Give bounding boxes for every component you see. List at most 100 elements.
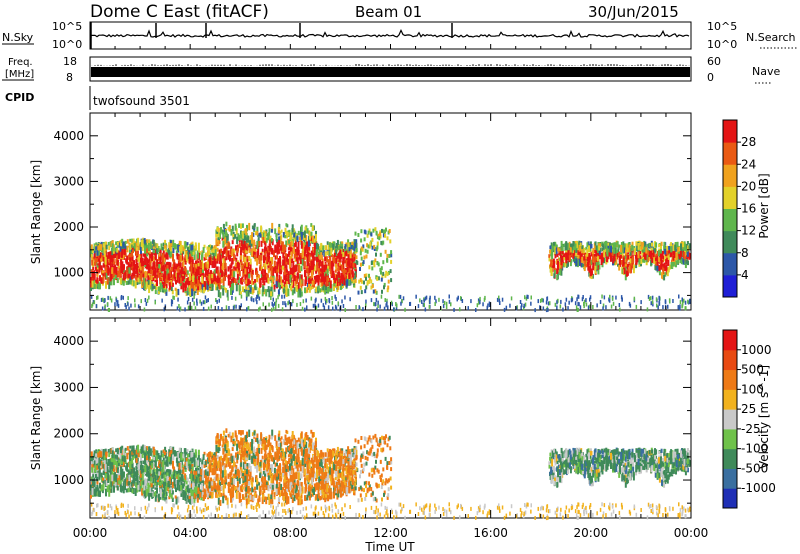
scatter-cell — [344, 269, 347, 273]
scatter-cell — [556, 268, 559, 275]
scatter-cell — [93, 253, 96, 260]
scatter-cell — [667, 304, 669, 309]
scatter-cell — [326, 298, 328, 303]
scatter-cell — [575, 248, 578, 253]
scatter-cell — [264, 272, 267, 277]
scatter-cell — [594, 265, 597, 274]
scatter-cell — [290, 281, 293, 286]
scatter-cell — [104, 256, 107, 265]
scatter-cell — [603, 249, 606, 258]
scatter-cell — [293, 265, 296, 271]
scatter-cell — [482, 302, 484, 307]
scatter-cell — [614, 247, 617, 256]
scatter-cell — [186, 242, 189, 246]
scatter-cell — [200, 261, 203, 269]
scatter-cell — [292, 228, 295, 236]
scatter-cell — [116, 252, 119, 256]
scatter-cell — [262, 263, 265, 268]
scatter-cell — [227, 277, 230, 286]
scatter-cell — [349, 252, 352, 259]
scatter-cell — [164, 264, 167, 270]
scatter-cell — [357, 290, 360, 295]
scatter-cell — [258, 256, 261, 264]
scatter-cell — [297, 282, 300, 290]
scatter-cell — [368, 276, 371, 281]
scatter-cell — [289, 247, 292, 253]
cpid-label: CPID — [5, 91, 34, 104]
scatter-cell — [145, 301, 148, 306]
scatter-cell — [428, 304, 431, 309]
scatter-cell — [626, 247, 629, 253]
scatter-cell — [589, 304, 591, 309]
scatter-cell — [326, 268, 329, 276]
scatter-cell — [188, 288, 191, 292]
scatter-cell — [310, 296, 313, 301]
scatter-cell — [241, 278, 244, 282]
scatter-cell — [341, 274, 344, 281]
scatter-cell — [157, 274, 160, 278]
scatter-cell — [623, 268, 626, 275]
scatter-cell — [249, 287, 252, 293]
scatter-cell — [605, 243, 608, 250]
scatter-cell — [277, 280, 280, 288]
scatter-cell — [122, 280, 125, 286]
scatter-cell — [166, 252, 169, 260]
scatter-cell — [334, 294, 336, 299]
scatter-cell — [161, 483, 164, 488]
scatter-cell — [265, 256, 268, 263]
scatter-cell — [351, 258, 354, 264]
scatter-cell — [359, 285, 362, 290]
scatter-cell — [597, 266, 600, 275]
scatter-cell — [180, 282, 183, 290]
scatter-cell — [187, 277, 190, 283]
scatter-cell — [317, 275, 320, 280]
scatter-cell — [186, 246, 189, 255]
scatter-cell — [216, 256, 219, 264]
scatter-cell — [290, 267, 292, 274]
scatter-cell — [151, 266, 154, 270]
scatter-cell — [282, 279, 284, 283]
scatter-cell — [218, 282, 221, 290]
scatter-cell — [295, 253, 298, 262]
scatter-cell — [557, 260, 559, 268]
scatter-cell — [352, 262, 355, 268]
scatter-cell — [373, 247, 376, 251]
scatter-cell — [297, 249, 300, 256]
scatter-cell — [225, 288, 228, 293]
scatter-cell — [289, 244, 292, 250]
scatter-cell — [195, 269, 198, 277]
scatter-cell — [246, 279, 249, 286]
scatter-cell — [238, 288, 241, 296]
scatter-cell — [337, 470, 340, 474]
scatter-cell — [320, 274, 323, 278]
scatter-cell — [253, 223, 256, 229]
scatter-cell — [283, 294, 286, 299]
scatter-cell — [271, 277, 274, 283]
scatter-cell — [213, 275, 216, 283]
scatter-cell — [370, 298, 373, 303]
scatter-cell — [130, 303, 132, 308]
scatter-cell — [307, 251, 310, 256]
scatter-cell — [235, 245, 237, 251]
scatter-cell — [198, 265, 201, 270]
scatter-cell — [373, 302, 375, 307]
scatter-cell — [124, 452, 127, 457]
scatter-cell — [142, 460, 145, 464]
scatter-cell — [549, 245, 552, 250]
scatter-cell — [285, 240, 288, 247]
scatter-cell — [185, 273, 188, 277]
scatter-cell — [251, 225, 254, 230]
scatter-cell — [351, 271, 354, 279]
scatter-cell — [648, 251, 651, 258]
scatter-cell — [299, 260, 302, 265]
scatter-cell — [357, 233, 360, 237]
scatter-cell — [90, 277, 93, 282]
scatter-cell — [157, 246, 160, 252]
scatter-cell — [256, 294, 258, 299]
scatter-cell — [553, 242, 555, 246]
scatter-cell — [624, 246, 627, 251]
scatter-cell — [251, 278, 254, 285]
scatter-cell — [193, 252, 196, 261]
scatter-cell — [644, 254, 646, 260]
scatter-cell — [209, 247, 212, 251]
